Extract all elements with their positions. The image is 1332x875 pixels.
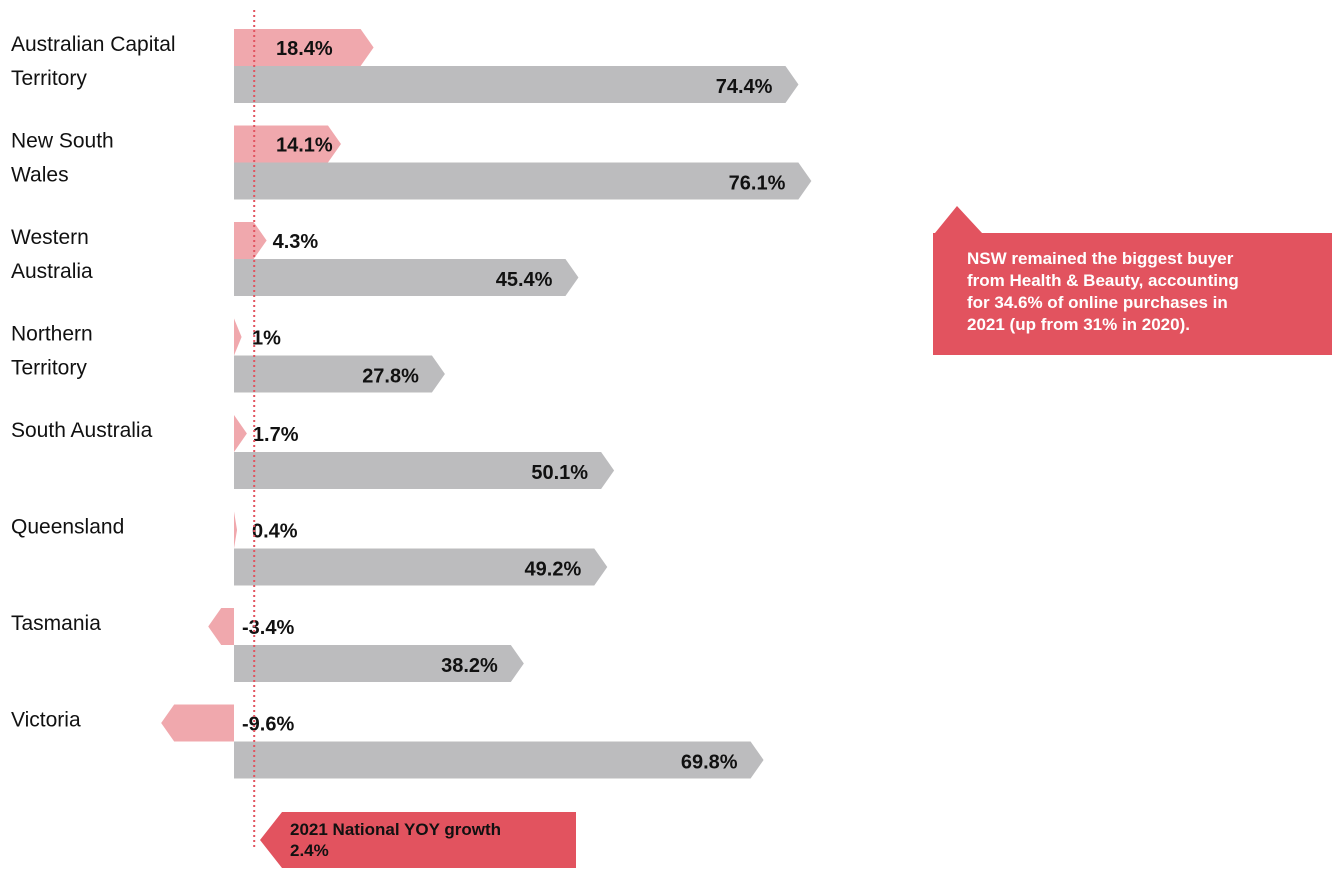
- growth-bar: [234, 415, 247, 452]
- share-bar: [234, 741, 764, 779]
- category-label: Tasmania: [11, 612, 101, 635]
- category-label: Victoria: [11, 709, 81, 732]
- share-bar: [234, 645, 524, 682]
- growth-value-label: 0.4%: [252, 521, 298, 543]
- category-label: Queensland: [11, 516, 124, 539]
- category-label: Wales: [11, 164, 69, 187]
- annotation-text: 2021 (up from 31% in 2020).: [967, 315, 1190, 334]
- share-bar: [234, 355, 445, 393]
- annotation-text: for 34.6% of online purchases in: [967, 293, 1228, 312]
- share-value-label: 76.1%: [729, 173, 786, 195]
- growth-value-label: -3.4%: [242, 617, 294, 639]
- category-label: New South: [11, 130, 114, 153]
- share-value-label: 49.2%: [525, 559, 582, 581]
- growth-value-label: 18.4%: [276, 38, 333, 60]
- growth-value-label: -9.6%: [242, 714, 294, 736]
- reference-label: 2021 National YOY growth: [290, 820, 501, 839]
- category-label: Australian Capital: [11, 33, 176, 56]
- share-bar: [234, 66, 799, 103]
- annotation-text: NSW remained the biggest buyer: [967, 249, 1234, 268]
- growth-value-label: 1.7%: [253, 424, 299, 446]
- category-label: Western: [11, 226, 89, 249]
- share-value-label: 27.8%: [362, 366, 419, 388]
- growth-value-label: 1%: [252, 328, 281, 350]
- category-label: Territory: [11, 357, 87, 380]
- share-value-label: 69.8%: [681, 752, 738, 774]
- growth-bar: [208, 608, 234, 645]
- category-label: South Australia: [11, 419, 153, 442]
- growth-bar: [161, 704, 234, 742]
- growth-bar: [234, 125, 341, 163]
- growth-value-label: 14.1%: [276, 135, 333, 157]
- share-bar: [234, 452, 615, 489]
- category-label: Territory: [11, 67, 87, 90]
- share-bar: [234, 259, 579, 296]
- growth-bar: [234, 318, 242, 356]
- category-label: Australia: [11, 260, 93, 283]
- share-value-label: 74.4%: [716, 76, 773, 98]
- category-label: Northern: [11, 323, 93, 346]
- growth-bar: [234, 222, 267, 259]
- growth-value-label: 4.3%: [273, 231, 319, 253]
- growth-bar: [234, 511, 238, 549]
- reference-label: 2.4%: [290, 841, 329, 860]
- annotation-callout: [933, 206, 1332, 355]
- share-value-label: 50.1%: [531, 462, 588, 484]
- annotation-text: from Health & Beauty, accounting: [967, 271, 1239, 290]
- share-value-label: 45.4%: [496, 269, 553, 291]
- share-value-label: 38.2%: [441, 655, 498, 677]
- share-bar: [234, 162, 812, 200]
- reference-label-box: [260, 812, 576, 868]
- growth-bar: [234, 29, 374, 66]
- share-bar: [234, 548, 608, 586]
